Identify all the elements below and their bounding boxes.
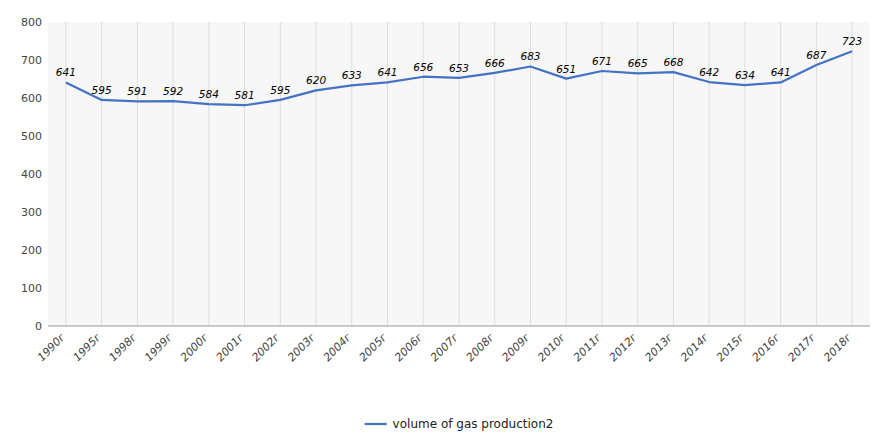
data-label: 641 <box>56 66 76 78</box>
x-tick-label: 2015г <box>714 331 747 364</box>
grid-line-x <box>316 22 317 326</box>
x-tick-label: 2014г <box>678 331 711 364</box>
grid-line-x <box>280 22 281 326</box>
data-label: 642 <box>699 66 719 78</box>
grid-line-x <box>601 22 602 326</box>
data-label: 584 <box>199 88 219 100</box>
x-tick-label: 2002г <box>249 331 282 364</box>
x-tick-label: 2009г <box>500 331 533 364</box>
legend-label: volume of gas production2 <box>393 417 554 431</box>
x-tick-label: 1990г <box>35 331 68 364</box>
x-tick-label: 2006г <box>392 331 425 364</box>
x-tick-label: 2005г <box>357 331 390 364</box>
legend: volume of gas production2 <box>365 417 554 431</box>
chart-svg: 0 100 200 300 400 500 600 700 800 1990г1995г1998г… <box>0 0 890 438</box>
data-label: 592 <box>163 85 183 97</box>
plot-area <box>48 22 870 326</box>
x-tick-label: 2013г <box>642 331 675 364</box>
x-tick-label: 2001г <box>214 331 247 364</box>
y-tick-label: 200 <box>21 244 42 257</box>
x-tick-label: 2018г <box>821 331 854 364</box>
y-tick-label: 800 <box>21 16 42 29</box>
legend-swatch <box>365 423 387 425</box>
x-tick-label: 2008г <box>464 331 497 364</box>
grid-line-x <box>852 22 853 326</box>
x-tick-label: 2004г <box>321 331 354 364</box>
x-tick-label: 1998г <box>106 331 139 364</box>
data-label: 581 <box>235 89 255 101</box>
data-label: 665 <box>628 57 648 69</box>
grid-line-x <box>744 22 745 326</box>
x-tick-label: 1999г <box>142 331 175 364</box>
data-label: 671 <box>592 55 612 67</box>
data-label: 591 <box>127 85 147 97</box>
data-label: 641 <box>377 66 397 78</box>
data-label: 668 <box>663 56 683 68</box>
data-label: 634 <box>735 69 755 81</box>
y-tick-label: 0 <box>35 320 42 333</box>
x-tick-label: 2007г <box>428 331 461 364</box>
y-tick-label: 500 <box>21 130 42 143</box>
y-tick-label: 600 <box>21 92 42 105</box>
data-label: 641 <box>771 66 791 78</box>
grid-line-x <box>101 22 102 326</box>
data-label: 595 <box>270 84 290 96</box>
x-tick-label: 2016г <box>750 331 783 364</box>
x-axis-line <box>48 326 870 327</box>
data-label: 687 <box>806 49 826 61</box>
y-tick-label: 400 <box>21 168 42 181</box>
x-tick-label: 2017г <box>785 331 818 364</box>
series-group <box>66 51 852 105</box>
data-label: 633 <box>342 69 362 81</box>
grid-line-x <box>816 22 817 326</box>
grid-line-x <box>244 22 245 326</box>
data-label: 620 <box>306 74 326 86</box>
grid-line-x <box>351 22 352 326</box>
y-tick-label: 700 <box>21 54 42 67</box>
grid-line-x <box>137 22 138 326</box>
x-tick-label: 2010г <box>535 331 568 364</box>
series-line <box>66 51 852 105</box>
x-tick-label: 2003г <box>285 331 318 364</box>
x-tick-label: 2000г <box>178 331 211 364</box>
data-label: 723 <box>842 35 862 47</box>
x-tick-label: 2011г <box>571 331 604 364</box>
x-tick-label: 2012г <box>607 331 640 364</box>
y-tick-label: 300 <box>21 206 42 219</box>
data-label: 683 <box>520 50 540 62</box>
data-label: 666 <box>485 57 505 69</box>
data-label: 656 <box>413 61 433 73</box>
grid-line-x <box>173 22 174 326</box>
data-label: 651 <box>556 63 576 75</box>
data-label: 595 <box>92 84 112 96</box>
x-tick-label: 1995г <box>71 331 104 364</box>
grid-line-x <box>208 22 209 326</box>
y-tick-label: 100 <box>21 282 42 295</box>
chart-container: 0 100 200 300 400 500 600 700 800 1990г1995г1998г… <box>0 0 890 438</box>
data-label: 653 <box>449 62 469 74</box>
